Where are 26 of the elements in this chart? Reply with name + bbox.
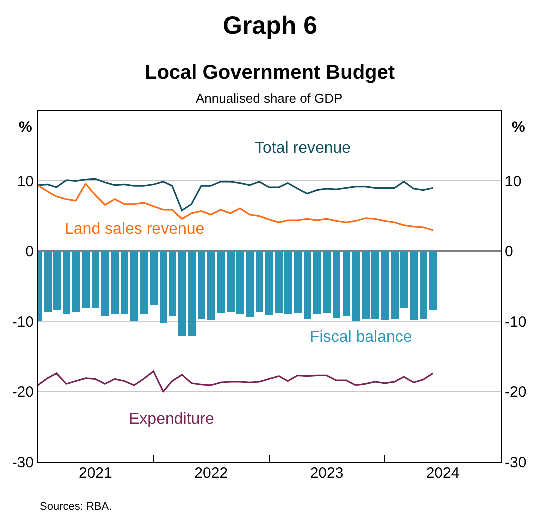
source-note: Sources: RBA. <box>40 501 112 513</box>
y2-tick-label: -30 <box>505 454 527 472</box>
x-tick-label: 2024 <box>426 465 460 482</box>
y2-axis-title: % <box>512 119 526 136</box>
y-axis-title: % <box>19 119 32 136</box>
series-label: Land sales revenue <box>65 221 205 238</box>
series-label: Total revenue <box>255 140 352 157</box>
chart-title: Graph 6 <box>223 12 318 40</box>
y2-tick-label: 10 <box>505 173 522 190</box>
text: Annualised share of GDP <box>196 91 343 106</box>
y-tick-label: 10 <box>17 173 34 190</box>
y2-tick-label: 0 <box>505 244 514 261</box>
y2-tick-label: -10 <box>505 314 527 331</box>
x-tick-label: 2021 <box>78 465 112 482</box>
x-tick-label: 2023 <box>310 465 344 482</box>
y2-tick-label: -20 <box>505 384 527 402</box>
series-label: Expenditure <box>129 411 214 428</box>
y-tick-label: -10 <box>12 314 34 331</box>
x-tick-label: 2022 <box>194 465 228 482</box>
series-label: Fiscal balance <box>310 329 412 346</box>
chart-subtitle: Local Government Budget <box>145 62 396 84</box>
y-tick-label: 0 <box>26 244 34 261</box>
line-series <box>38 178 434 212</box>
y-tick-label: -20 <box>12 384 34 402</box>
line-series <box>38 370 434 393</box>
y-tick-label: -30 <box>12 454 34 472</box>
